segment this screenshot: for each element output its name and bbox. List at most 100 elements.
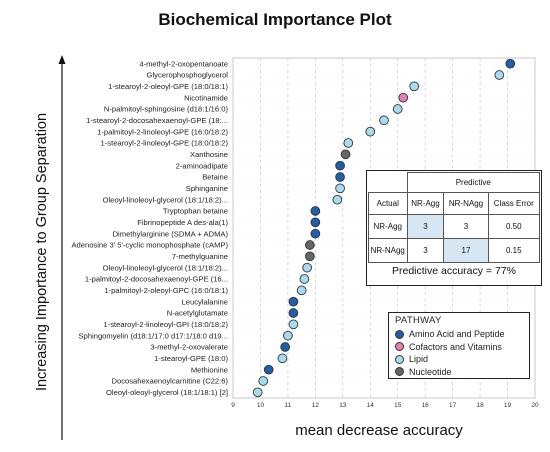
data-point (379, 115, 389, 126)
row-label: N-palmitoyl-sphingosine (d18:1/16:0) (104, 105, 229, 114)
data-point (310, 217, 321, 228)
x-tick-label: 16 (422, 402, 430, 409)
row-label: Adenosine 3' 5'-cyclic monophosphate (cA… (71, 241, 228, 250)
data-point (310, 228, 321, 239)
data-point (365, 126, 376, 137)
data-point (332, 194, 343, 205)
row-label: Oleoyl-oleoyl-glycerol (18:1/18:1) [2] (106, 388, 228, 397)
data-point (299, 274, 310, 284)
row-label-nr-nagg: NR-NAgg (368, 238, 408, 263)
col-class-error: Class Error (487, 192, 541, 215)
data-point (494, 70, 505, 80)
row-label: 1-stearoyl-GPE (18:0) (154, 354, 228, 363)
data-point (310, 206, 321, 216)
x-tick-label: 19 (504, 402, 512, 409)
row-label: Xanthosine (190, 150, 228, 159)
legend-dot-amino (395, 329, 404, 339)
legend-dot-lipid (395, 354, 404, 364)
data-point (335, 160, 345, 171)
row-label: 1-palmitoyl-2-linoleoyl-GPE (16:0/18:2) (97, 127, 228, 136)
legend-dot-nucleotide (395, 367, 404, 377)
cell-nr-nagg-error: 0.15 (487, 238, 541, 263)
legend-dot-cofactor (395, 342, 404, 352)
row-label: Sphinganine (186, 184, 228, 193)
cell-nr-agg-nr-agg: 3 (406, 214, 445, 239)
x-tick-label: 20 (531, 402, 539, 409)
row-label: 1-stearoyl-2-linoleoyl-GPE (18:0/18:2) (101, 139, 229, 148)
legend-label-lipid: Lipid (409, 354, 429, 365)
data-point (305, 240, 315, 250)
data-point (305, 251, 315, 262)
data-point (280, 342, 291, 352)
data-point (335, 172, 345, 182)
x-tick-label: 12 (312, 402, 320, 409)
row-label: Tryptophan betaine (163, 207, 228, 216)
x-axis-label: mean decrease accuracy (295, 422, 463, 439)
data-point (296, 285, 307, 296)
data-point (343, 138, 354, 148)
row-label: Oleoyl-linoleoyl-glycerol (18:1/18:2)... (103, 195, 228, 204)
x-tick-label: 14 (367, 402, 375, 409)
cell-nr-nagg-nr-agg: 3 (406, 238, 445, 263)
col-nr-nagg: NR-NAgg (443, 192, 489, 215)
chart-title: Biochemical Importance Plot (158, 10, 392, 29)
data-point (252, 387, 263, 398)
row-label: Dimethylarginine (SDMA + ADMA) (113, 229, 229, 238)
col-actual: Actual (368, 192, 408, 215)
x-tick-label: 18 (476, 402, 484, 409)
x-tick-label: 11 (285, 402, 292, 409)
row-label: 7-methylguanine (172, 252, 228, 261)
legend-item-cofactor: Cofactors and Vitamins (395, 341, 523, 354)
predictive-table: Predictive Actual NR-Agg NR-NAgg Class E… (366, 170, 542, 286)
data-point (392, 104, 403, 114)
legend-item-nucleotide: Nucleotide (395, 366, 523, 379)
row-label: N-acetylglutamate (167, 309, 228, 318)
row-label: Betaine (202, 173, 228, 182)
data-point (302, 262, 312, 273)
data-point (409, 81, 420, 92)
x-tick-label: 17 (449, 402, 457, 409)
legend-label-amino: Amino Acid and Peptide (409, 329, 505, 340)
row-label: Oleoyl-linoleoyl-glycerol (18:1/18:2)... (103, 263, 228, 272)
row-label: Docosahexaenoylcarnitine (C22:6) (111, 377, 228, 386)
data-point (288, 308, 299, 318)
data-point (288, 296, 299, 307)
x-tick-label: 9 (231, 402, 235, 409)
data-point (340, 149, 351, 160)
data-point (288, 319, 299, 330)
row-label: 1-stearoyl-2-oleoyl-GPE (18:0/18:1) (108, 82, 228, 91)
cell-nr-nagg-nr-nagg: 17 (443, 238, 489, 263)
data-point (258, 376, 269, 386)
data-point (398, 92, 409, 103)
data-point (263, 364, 274, 375)
data-point (283, 330, 293, 341)
data-point (505, 58, 516, 69)
row-label-nr-agg: NR-Agg (368, 214, 408, 239)
cell-nr-agg-nr-nagg: 3 (443, 214, 489, 239)
row-label: 1-palmitoyl-2-docosahexaenoyl-GPE (16... (85, 275, 228, 284)
row-label: 2-aminoadipate (176, 161, 228, 170)
cell-nr-agg-error: 0.50 (487, 214, 541, 239)
y-axis-label: Increasing Importance to Group Separatio… (34, 113, 50, 391)
legend-label-nucleotide: Nucleotide (409, 366, 452, 377)
row-label: Sphingomyelin (d18:1/17:0 d17:1/18:0 d19… (79, 331, 228, 340)
row-label: 4-methyl-2-oxopentanoate (139, 59, 228, 68)
data-point (277, 353, 288, 364)
legend-item-amino: Amino Acid and Peptide (395, 328, 523, 341)
x-tick-label: 10 (257, 402, 265, 409)
row-label: 1-stearoyl-2-docosahexaenoyl-GPE (18:... (86, 116, 228, 125)
row-label: Methionine (191, 365, 228, 374)
row-label: Fibrinopeptide A des-ala(1) (137, 218, 228, 227)
predictive-accuracy: Predictive accuracy = 77% (391, 265, 517, 277)
predictive-header: Predictive (406, 172, 540, 193)
row-label: Glycerophosphoglycerol (147, 71, 229, 80)
row-label: Nicotinamide (184, 93, 228, 102)
data-point (335, 183, 345, 194)
y-axis-arrow-head (58, 55, 66, 64)
col-nr-agg: NR-Agg (406, 192, 445, 215)
legend-item-lipid: Lipid (395, 353, 523, 366)
row-label: Leucylalanine (182, 297, 228, 306)
row-label: 1-palmitoyl-2-oleoyl-GPC (16:0/18:1) (104, 286, 228, 295)
x-tick-label: 15 (394, 402, 402, 409)
